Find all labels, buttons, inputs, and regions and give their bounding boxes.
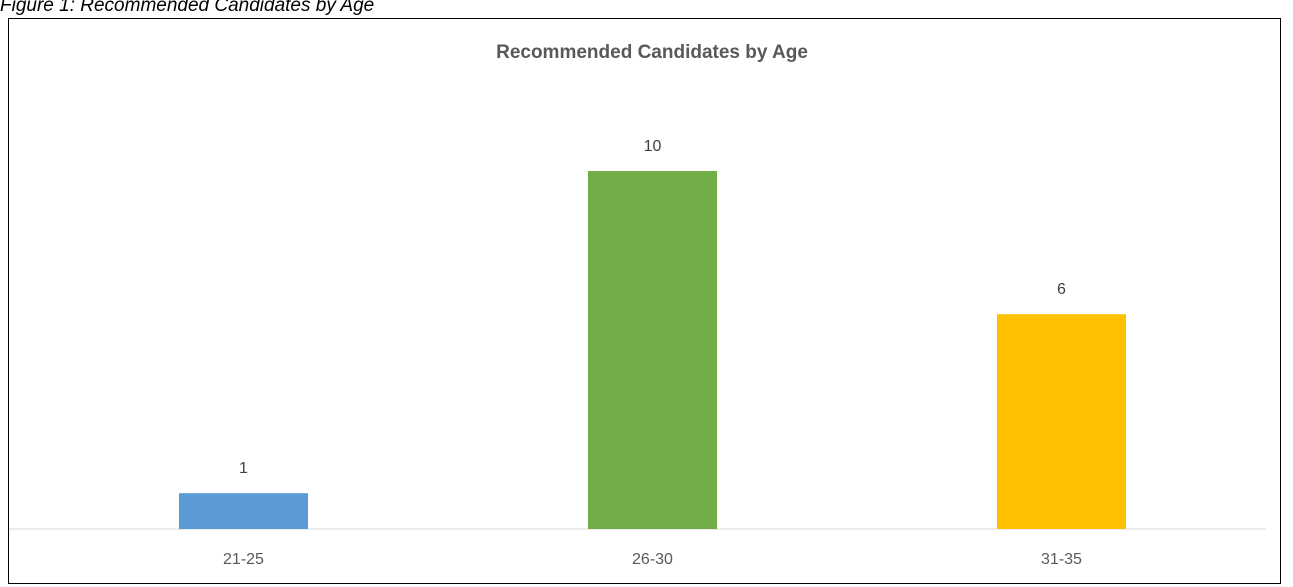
chart-frame: Recommended Candidates by Age 1 21-25 10 26…: [8, 18, 1281, 584]
x-tick-label-31-35: 31-35: [1041, 551, 1082, 568]
data-label-31-35: 6: [1057, 281, 1066, 298]
bar-chart: Recommended Candidates by Age 1 21-25 10 26…: [9, 42, 1266, 568]
bar-31-35: [997, 314, 1126, 529]
figure-caption: Figure 1: Recommended Candidates by Age: [0, 0, 375, 16]
x-tick-label-26-30: 26-30: [632, 551, 673, 568]
x-tick-label-21-25: 21-25: [223, 551, 264, 568]
data-label-21-25: 1: [239, 460, 248, 477]
chart-title: Recommended Candidates by Age: [496, 42, 808, 63]
bar-21-25: [179, 493, 308, 529]
data-label-26-30: 10: [644, 138, 662, 155]
bar-26-30: [588, 171, 717, 529]
